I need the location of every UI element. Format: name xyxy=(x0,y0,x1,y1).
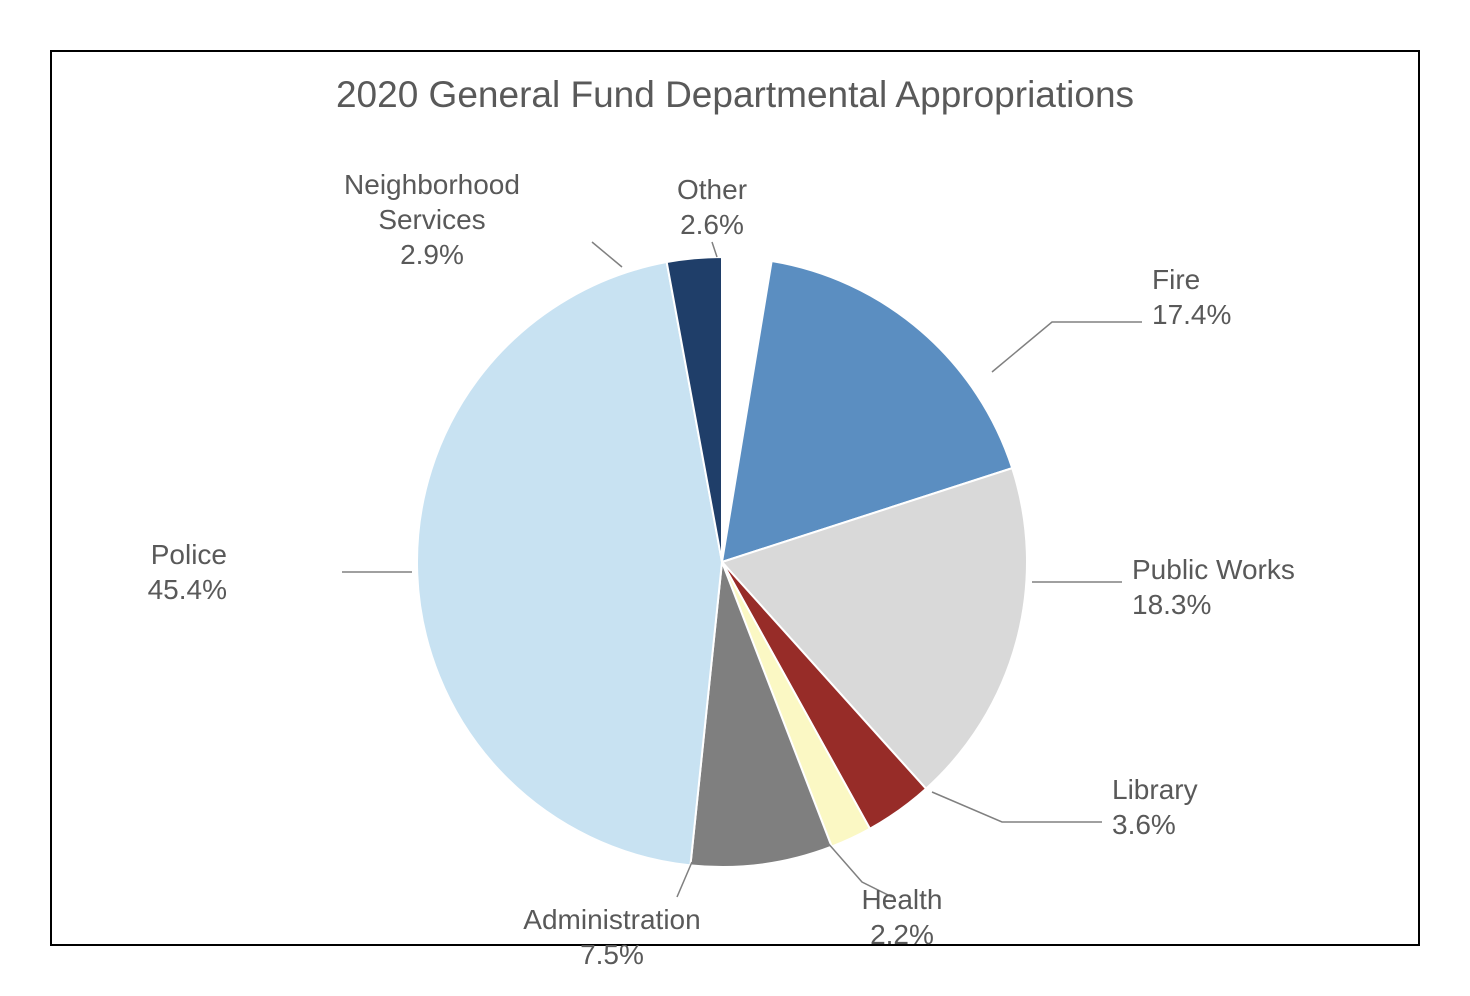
chart-frame: 2020 General Fund Departmental Appropria… xyxy=(50,50,1420,946)
slice-label-fire: Fire 17.4% xyxy=(1152,262,1231,332)
leader-line-administration xyxy=(677,862,692,897)
leader-line-other xyxy=(712,242,717,257)
leader-line-library xyxy=(932,792,1102,822)
leader-line-neighborhood-services xyxy=(592,242,622,267)
pie-slice-police xyxy=(417,262,722,865)
leader-line-fire xyxy=(992,322,1142,372)
slice-label-administration: Administration 7.5% xyxy=(462,902,762,972)
slice-label-other: Other 2.6% xyxy=(562,172,862,242)
slice-label-health: Health 2.2% xyxy=(752,882,1052,952)
slice-label-library: Library 3.6% xyxy=(1112,772,1198,842)
slice-label-police: Police 45.4% xyxy=(47,537,227,607)
slice-label-neighborhood-services: Neighborhood Services 2.9% xyxy=(282,167,582,272)
slice-label-public-works: Public Works 18.3% xyxy=(1132,552,1295,622)
